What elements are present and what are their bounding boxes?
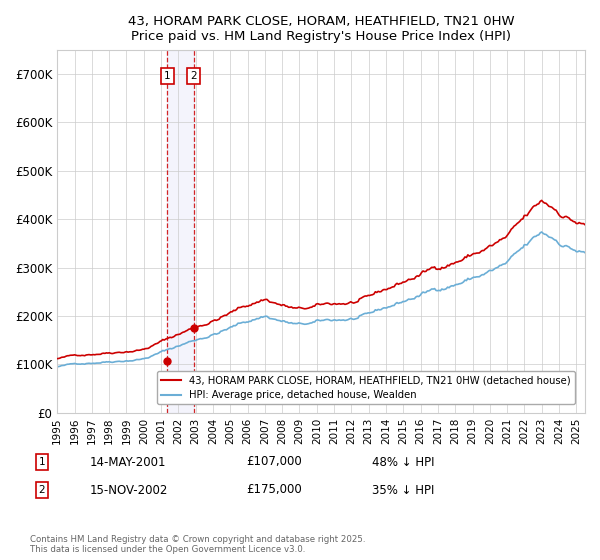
Text: 1: 1	[38, 457, 46, 467]
Legend: 43, HORAM PARK CLOSE, HORAM, HEATHFIELD, TN21 0HW (detached house), HPI: Average: 43, HORAM PARK CLOSE, HORAM, HEATHFIELD,…	[157, 371, 575, 404]
Text: 1: 1	[164, 71, 171, 81]
Text: Contains HM Land Registry data © Crown copyright and database right 2025.
This d: Contains HM Land Registry data © Crown c…	[30, 535, 365, 554]
Text: 48% ↓ HPI: 48% ↓ HPI	[372, 455, 434, 469]
Text: 35% ↓ HPI: 35% ↓ HPI	[372, 483, 434, 497]
Title: 43, HORAM PARK CLOSE, HORAM, HEATHFIELD, TN21 0HW
Price paid vs. HM Land Registr: 43, HORAM PARK CLOSE, HORAM, HEATHFIELD,…	[128, 15, 514, 43]
Text: £175,000: £175,000	[246, 483, 302, 497]
Text: 2: 2	[190, 71, 197, 81]
Text: 2: 2	[38, 485, 46, 495]
Bar	[167, 50, 194, 413]
Text: 14-MAY-2001: 14-MAY-2001	[90, 455, 167, 469]
Text: 15-NOV-2002: 15-NOV-2002	[90, 483, 169, 497]
Text: £107,000: £107,000	[246, 455, 302, 469]
